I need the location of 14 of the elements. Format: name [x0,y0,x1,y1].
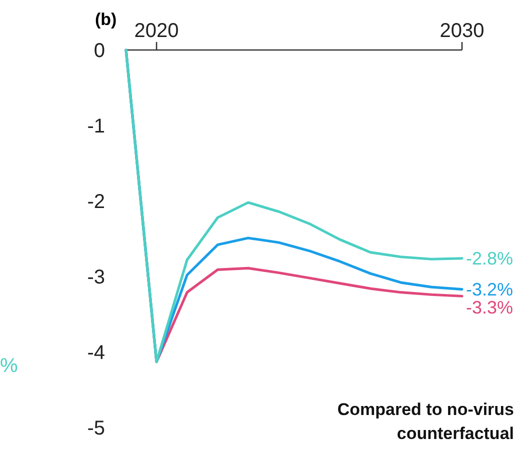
data-label: -3.3% [466,297,514,318]
y-tick-label: 0 [94,40,105,62]
y-tick-label: -5 [87,418,105,440]
y-tick-label: -3 [87,266,105,288]
chart-title: (b) [95,10,117,29]
y-tick-label: -2 [87,191,105,213]
text: % [0,355,18,377]
x-tick-label: 2020 [134,20,179,42]
y-tick-label: -1 [87,116,105,138]
y-tick-label: -4 [87,342,105,364]
annotation: Compared to no-virus counterfactual [337,400,514,443]
data-label: -3.2% [466,279,514,300]
data-label: -2.8% [466,248,514,268]
x-tick-label: 2030 [440,20,484,42]
